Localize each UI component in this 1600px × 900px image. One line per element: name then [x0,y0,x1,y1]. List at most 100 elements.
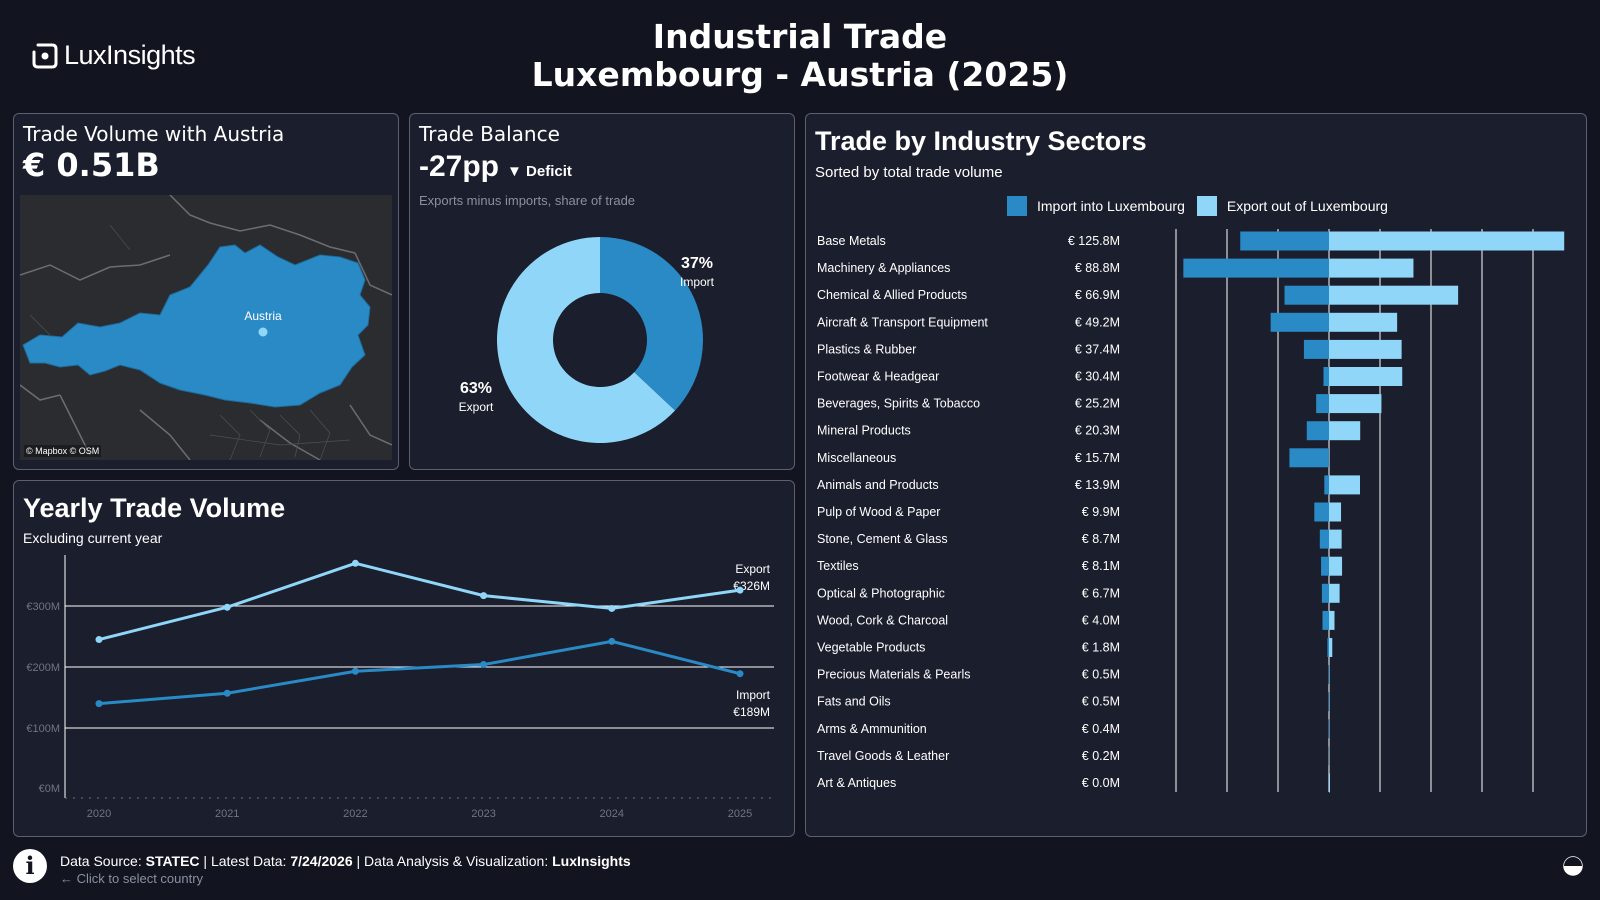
sector-total: € 49.2M [1075,315,1120,329]
donut-slice-export [497,237,676,443]
sector-label: Fats and Oils [817,695,891,709]
page-title: Industrial Trade Luxembourg - Austria (2… [400,18,1200,94]
sector-total: € 0.4M [1082,722,1120,736]
sector-label: Miscellaneous [817,451,896,465]
bar-import [1240,231,1329,251]
bar-export [1329,556,1343,576]
map-attribution[interactable]: © Mapbox © OSM [24,445,102,457]
bar-export [1329,475,1361,495]
sector-total: € 13.9M [1075,478,1120,492]
yearly-title: Yearly Trade Volume [23,493,286,523]
import-label: Import [680,275,715,289]
series-point-export [351,559,359,567]
footer-source-line: Data Source: STATEC | Latest Data: 7/24/… [60,852,631,870]
page-title-line1: Industrial Trade [652,17,948,56]
bar-export [1329,231,1565,251]
bar-export [1329,394,1382,414]
donut-chart: 37% Import 63% Export [459,237,715,443]
sector-label: Beverages, Spirits & Tobacco [817,397,980,411]
x-tick-label: 2024 [600,808,624,820]
import-end-label: Import [736,688,771,702]
sector-total: € 20.3M [1075,424,1120,438]
series-point-import [608,637,616,645]
series-point-export [95,636,103,644]
trade-balance-title: Trade Balance [419,122,560,146]
analysis-value[interactable]: LuxInsights [552,853,631,869]
bar-import [1321,583,1329,603]
legend-import-label[interactable]: Import into Luxembourg [1037,198,1185,214]
series-line-import [98,639,741,706]
balance-value: -27pp [419,150,500,183]
logo: LuxInsights [32,40,196,71]
x-tick-label: 2022 [343,808,367,820]
bar-import [1323,367,1329,386]
sectors-bar-chart: Base Metals € 125.8M Machinery & Appliance… [817,229,1565,793]
map-regions [29,224,351,460]
sector-label: Machinery & Appliances [817,261,950,275]
sector-label: Wood, Cork & Charcoal [817,613,948,627]
sector-total: € 0.0M [1082,776,1120,790]
series-line-export [98,561,741,642]
x-tick-label: 2020 [87,808,111,820]
sector-total: € 9.9M [1082,505,1120,519]
import-end-value: €189M [733,705,770,719]
sector-total: € 88.8M [1075,261,1120,275]
sector-total: € 15.7M [1075,451,1120,465]
bar-import [1322,610,1329,630]
series-point-import [351,667,359,675]
bar-import [1319,529,1329,549]
analysis-label: | Data Analysis & Visualization: [352,853,553,869]
yearly-trade-panel: Yearly Trade Volume Excluding current ye… [13,480,795,837]
donut-slice-import [600,237,703,411]
bar-import [1270,312,1329,332]
bar-export [1329,285,1459,305]
sector-total: € 0.5M [1082,695,1120,709]
bar-import [1327,638,1329,657]
bar-import [1321,556,1329,576]
sector-label: Precious Materials & Pearls [817,668,971,682]
source-value: STATEC [145,853,200,869]
info-icon[interactable]: i [13,849,47,883]
bar-import [1289,448,1329,468]
source-label: Data Source: [60,853,146,869]
legend-export-label[interactable]: Export out of Luxembourg [1226,198,1388,214]
bar-import [1183,258,1329,278]
bar-import [1303,339,1329,359]
sector-total: € 37.4M [1075,342,1120,356]
export-end-label: Export [735,562,770,576]
logo-text: LuxInsights [64,40,196,70]
sector-total: € 0.2M [1082,749,1120,763]
bar-export [1329,421,1361,441]
theme-toggle-icon[interactable] [1563,856,1583,876]
bar-import [1314,502,1329,522]
series-point-import [223,689,231,697]
sector-label: Mineral Products [817,424,911,438]
country-map[interactable]: Austria © Mapbox © OSM [20,195,392,460]
legend-import-swatch [1007,196,1027,216]
select-country-hint[interactable]: ← Click to select country [60,871,204,886]
bar-export [1329,610,1335,630]
bar-import [1324,475,1329,495]
yearly-subtitle: Excluding current year [23,530,163,546]
bar-export [1329,583,1340,603]
bar-export [1329,638,1333,657]
bar-export [1329,529,1342,549]
sector-label: Base Metals [817,234,886,248]
sector-label: Stone, Cement & Glass [817,532,948,546]
import-pct-label: 37% [681,255,713,272]
series-point-export [736,586,744,594]
series-point-import [95,700,103,708]
series-point-import [480,661,488,669]
bar-export [1329,665,1330,685]
x-tick-label: 2023 [471,808,495,820]
page-title-line2: Luxembourg - Austria (2025) [531,55,1069,94]
bar-export [1329,367,1403,386]
sector-label: Footwear & Headgear [817,370,939,384]
austria-shape[interactable] [22,244,371,408]
series-point-export [223,603,231,611]
date-label: | Latest Data: [199,853,291,869]
deficit-indicator: ▼ Deficit [507,163,572,180]
sector-total: € 1.8M [1082,641,1120,655]
sector-label: Vegetable Products [817,641,925,655]
map-label: Austria [244,309,282,323]
